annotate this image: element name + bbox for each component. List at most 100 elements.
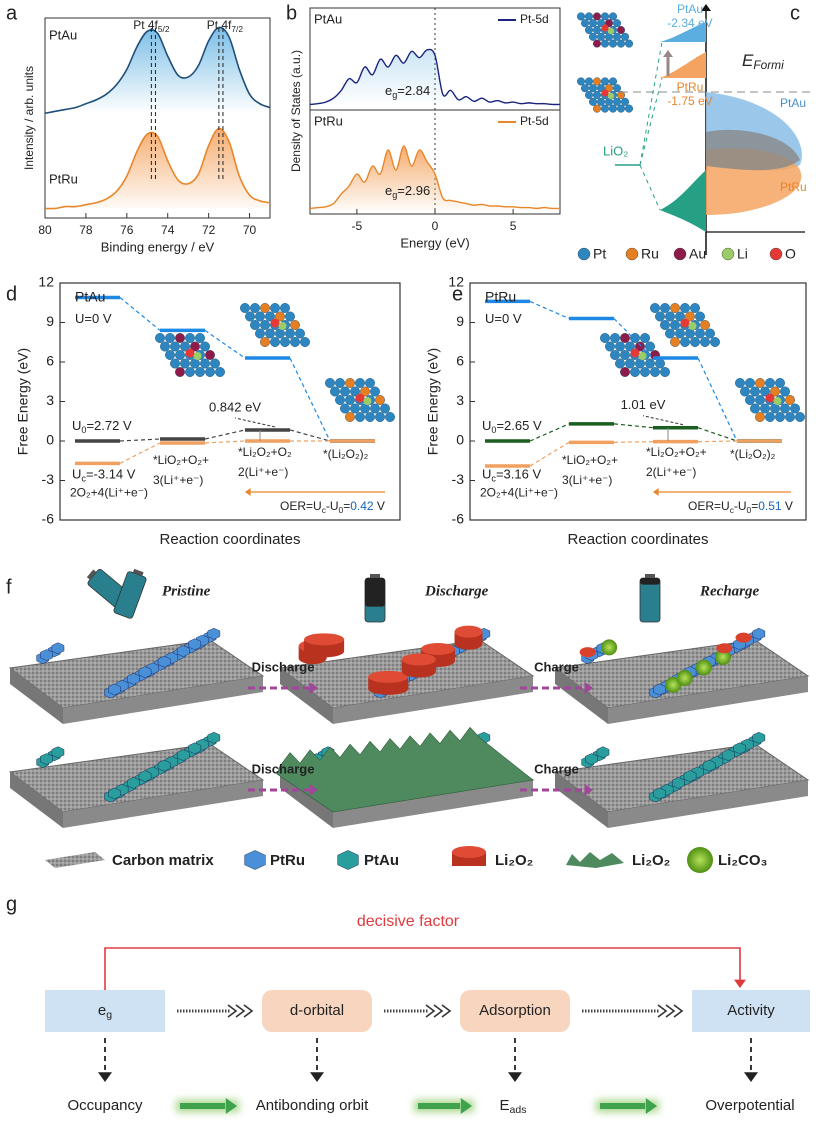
arrow-head [701,4,711,11]
atom [589,84,598,93]
atom [790,403,800,414]
slab-side [555,772,608,828]
atom [660,303,670,313]
concept-box [45,990,165,1032]
particle [244,850,266,870]
atom [675,328,685,339]
atom [655,358,665,369]
particle [721,749,735,761]
atom [255,311,265,322]
atom [175,333,185,343]
atom [625,104,634,113]
x-tick-label: 80 [38,223,52,237]
atom [380,403,390,414]
series-label: U=0 V [485,311,522,326]
stage-label: Discharge [424,583,489,599]
y-tick-label: 6 [46,353,54,369]
li2o2-cylinder [368,670,409,683]
level-connector [529,300,570,320]
atom [185,348,195,358]
battery-cap [132,568,144,577]
atom [155,333,165,343]
atom [780,403,790,414]
arrow-head [508,1072,522,1082]
y-tick-label: 9 [456,313,464,329]
atom [581,84,590,93]
text-part: V [374,499,385,513]
level-peak [660,22,706,42]
atom [607,27,615,35]
battery-icon [364,574,386,623]
series-label: U0=2.65 V [482,418,542,435]
atomic-cluster [600,333,670,377]
atom [330,386,340,397]
li2co3-ball [714,648,731,665]
x-tick-label: 5 [510,219,517,233]
text-part: Pt 4f [133,18,158,32]
atomic-cluster [325,378,395,422]
panel-title: PtAu [75,289,105,305]
atom [585,26,594,35]
atom [770,403,780,414]
li2o2-film [276,726,534,813]
battery-empty [640,578,660,585]
outcome-label: Antibonding orbit [256,1097,369,1114]
outcome-label: Occupancy [67,1097,143,1114]
atom [655,311,665,322]
li2o2-cylinder [304,633,345,646]
level-connector [204,329,246,359]
li2o2-cylinder [454,625,483,638]
legend-icon [452,846,486,858]
li2o2-cylinder [401,653,436,666]
atom [617,104,626,113]
text-part: U [482,467,491,482]
battery-cap [86,569,97,580]
x-axis-label: Reaction coordinates [160,531,301,548]
text-part: g [392,190,397,200]
atom [780,386,790,397]
level-connector [613,423,654,429]
legend-label: Pt-5d [520,114,549,128]
legend-label: O [785,246,796,262]
atom [593,77,602,86]
state-label: 2(Li⁺+e⁻) [238,465,288,479]
atom [280,337,290,347]
atom [165,333,175,343]
atom [601,77,610,86]
panel-label: e [452,283,463,305]
chevron [425,1004,436,1018]
atom [630,367,640,377]
dos-fill [310,145,560,210]
chevron [657,1004,668,1018]
level-connector [119,442,161,464]
chevron [243,1004,254,1018]
atom [340,403,350,414]
atom [773,397,782,405]
text-part: ads [510,1104,527,1116]
slab-front [63,676,263,724]
atom [750,403,760,414]
band-label: PtRu [780,180,807,194]
atom [170,358,180,369]
atom [375,412,385,422]
level-connector [119,297,161,331]
level-energy: -2.34 eV [667,16,712,30]
arrow-head [309,784,318,796]
text-part: Occupancy [67,1097,143,1114]
atom [355,412,365,422]
atom [593,26,602,35]
legend-dot [721,247,735,261]
oer-label: OER=Uc-U0=0.51 V [688,499,793,515]
particle [138,666,152,678]
text-part: U=0 V [485,311,522,326]
slab-front [333,676,533,724]
plot-frame [44,17,271,219]
process-label: Charge [534,659,579,674]
y-axis-label: Free Energy (eV) [425,348,441,455]
legend-label: Li₂O₂ [495,852,533,869]
atom [195,367,205,377]
y-tick-label: -6 [42,511,55,527]
particle [138,770,152,782]
panel-label: f [6,576,12,598]
atom [770,386,780,397]
